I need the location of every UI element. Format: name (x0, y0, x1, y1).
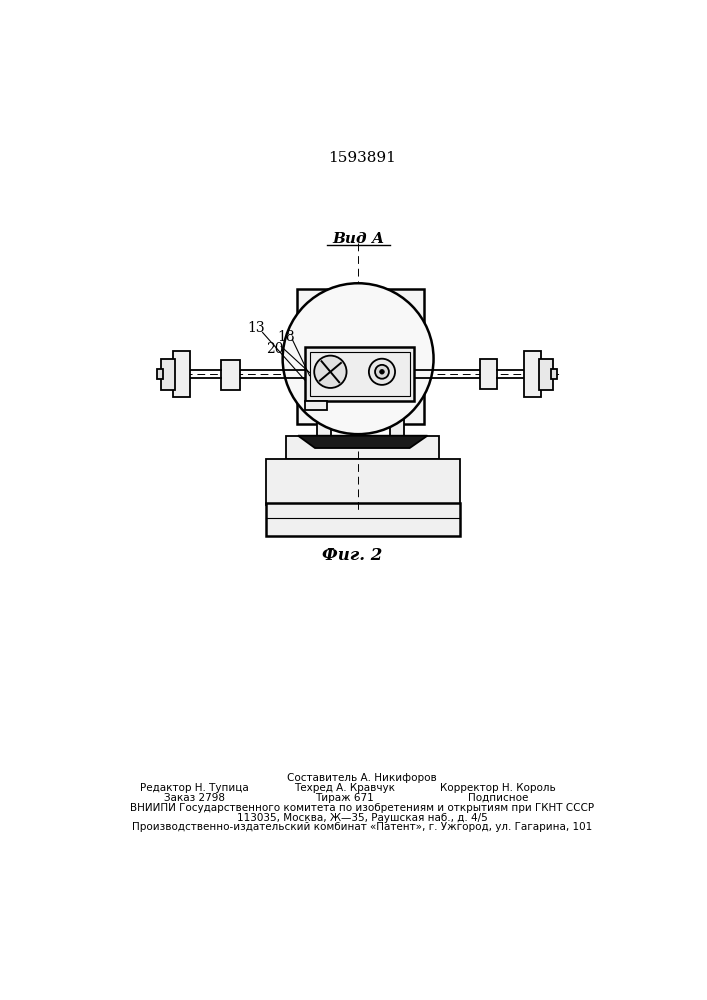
Polygon shape (298, 436, 428, 448)
Text: 18: 18 (278, 330, 296, 344)
Text: Фиг. 2: Фиг. 2 (322, 547, 382, 564)
Bar (551, 369, 557, 379)
Circle shape (380, 369, 385, 374)
Text: 20: 20 (267, 342, 284, 356)
Bar (266, 459, 460, 505)
Bar (266, 503, 460, 536)
Text: Подписное: Подписное (468, 793, 528, 803)
Text: ВНИИПИ Государственного комитета по изобретениям и открытиям при ГКНТ СССР: ВНИИПИ Государственного комитета по изоб… (130, 803, 594, 813)
Bar (305, 401, 327, 410)
Text: Составитель А. Никифоров: Составитель А. Никифоров (287, 773, 437, 783)
Circle shape (314, 356, 346, 388)
Circle shape (283, 283, 433, 434)
Bar (390, 401, 404, 436)
Bar (161, 359, 175, 389)
Bar (286, 436, 439, 459)
Text: 13: 13 (247, 321, 264, 335)
Bar (524, 351, 541, 397)
Text: Тираж 671: Тираж 671 (315, 793, 373, 803)
Bar (296, 289, 423, 424)
Text: Вид А: Вид А (332, 232, 384, 246)
Text: Корректор Н. Король: Корректор Н. Король (440, 783, 556, 793)
Bar (305, 347, 414, 401)
Text: Техред А. Кравчук: Техред А. Кравчук (293, 783, 395, 793)
Bar (173, 351, 190, 397)
Circle shape (369, 359, 395, 385)
Bar (310, 352, 409, 396)
Text: 1593891: 1593891 (328, 151, 396, 165)
Bar (157, 369, 163, 379)
Text: Производственно-издательский комбинат «Патент», г. Ужгород, ул. Гагарина, 101: Производственно-издательский комбинат «П… (132, 822, 592, 832)
Bar (480, 359, 497, 389)
Text: Редактор Н. Тупица: Редактор Н. Тупица (140, 783, 248, 793)
Text: 113035, Москва, Ж—35, Раушская наб., д. 4/5: 113035, Москва, Ж—35, Раушская наб., д. … (237, 813, 487, 823)
Text: Заказ 2798: Заказ 2798 (163, 793, 225, 803)
Bar (539, 359, 553, 389)
Bar (221, 360, 240, 389)
Bar (317, 401, 331, 436)
Circle shape (375, 365, 389, 379)
